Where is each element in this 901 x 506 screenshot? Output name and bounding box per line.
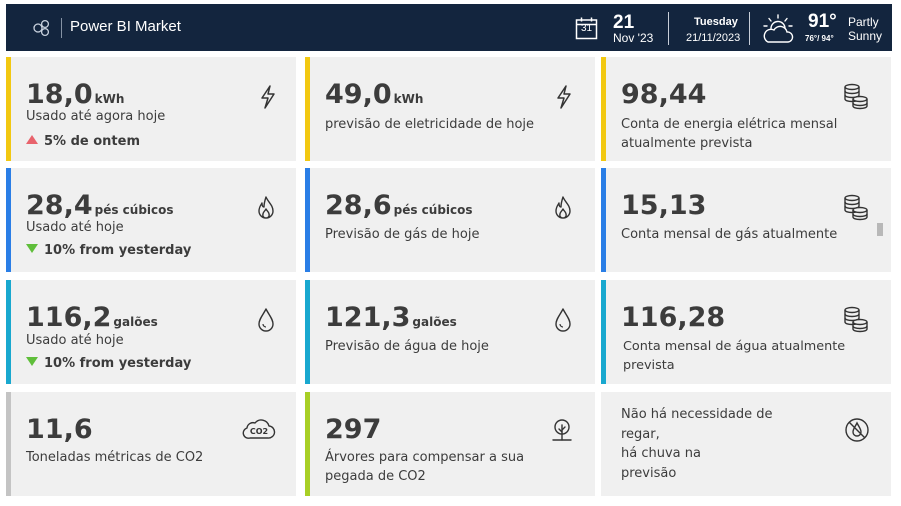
card-gas-used[interactable]: 28,4 pés cúbicos Usado até hoje 10% from …: [6, 168, 296, 272]
kpi-label: Previsão de água de hoje: [325, 339, 489, 354]
full-date: 21/11/2023: [686, 32, 741, 44]
header-divider: [668, 12, 669, 45]
brand-title: Power BI Market: [70, 18, 181, 35]
card-electricity-bill[interactable]: 98,44 Conta de energia elétrica mensal at…: [601, 57, 891, 161]
kpi-value: 49,0 kWh: [325, 79, 424, 110]
kpi-value: 116,2 galões: [26, 302, 158, 333]
accent-bar: [601, 57, 606, 161]
co2-cloud-icon: CO2: [242, 419, 276, 439]
accent-bar: [6, 280, 11, 384]
kpi-value: 121,3 galões: [325, 302, 457, 333]
kpi-value: 297: [325, 414, 382, 445]
trend-indicator: 10% from yesterday: [26, 243, 191, 258]
water-drop-icon: [258, 308, 274, 332]
scrollbar-thumb[interactable]: [877, 223, 883, 236]
coins-icon: [844, 194, 868, 221]
lightning-icon: [261, 85, 275, 109]
accent-bar: [601, 168, 606, 272]
accent-bar: [6, 392, 11, 496]
no-water-icon: [845, 418, 869, 442]
card-water-forecast[interactable]: 121,3 galões Previsão de água de hoje: [305, 280, 595, 384]
kpi-unit: galões: [113, 315, 158, 329]
card-water-bill[interactable]: 116,28 Conta mensal de água atualmente p…: [601, 280, 891, 384]
date-day: 21: [613, 12, 635, 33]
kpi-label: Previsão de gás de hoje: [325, 227, 480, 242]
kpi-label: Usado até hoje: [26, 220, 124, 235]
kpi-unit: galões: [412, 315, 457, 329]
kpi-value: 28,6 pés cúbicos: [325, 190, 473, 221]
trend-down-icon: [26, 357, 38, 366]
kpi-label: Usado até hoje: [26, 333, 124, 348]
weekday: Tuesday: [694, 16, 738, 28]
trend-up-icon: [26, 135, 38, 144]
temperature-range: 76°/ 94°: [805, 34, 834, 43]
accent-bar: [601, 280, 606, 384]
card-electricity-used[interactable]: 18,0 kWh Usado até agora hoje 5% de ontem: [6, 57, 296, 161]
accent-bar: [305, 280, 310, 384]
coins-icon: [844, 306, 868, 333]
kpi-unit: pés cúbicos: [393, 203, 473, 217]
kpi-value: 28,4 pés cúbicos: [26, 190, 174, 221]
calendar-icon-number: 31: [580, 23, 593, 34]
water-drop-icon: [555, 308, 571, 332]
weather-condition-line: Partly: [848, 15, 879, 29]
accent-bar: [305, 168, 310, 272]
card-electricity-forecast[interactable]: 49,0 kWh previsão de eletricidade de hoje: [305, 57, 595, 161]
kpi-label: Toneladas métricas de CO2: [26, 450, 204, 465]
header-divider: [749, 12, 750, 45]
trend-indicator: 10% from yesterday: [26, 356, 191, 371]
accent-bar: [305, 392, 310, 496]
card-irrigation[interactable]: Não há necessidade de regar, há chuva na…: [601, 392, 891, 496]
card-co2[interactable]: 11,6 Toneladas métricas de CO2 CO2: [6, 392, 296, 496]
card-water-used[interactable]: 116,2 galões Usado até hoje 10% from yest…: [6, 280, 296, 384]
kpi-label: Usado até agora hoje: [26, 109, 166, 124]
lightning-icon: [557, 85, 571, 109]
co2-icon-text: CO2: [250, 427, 268, 436]
brand-divider: [61, 18, 62, 38]
tree-icon: [552, 419, 572, 441]
date-month: Nov '23: [613, 31, 654, 45]
accent-bar: [305, 57, 310, 161]
kpi-value: 98,44: [621, 79, 707, 110]
flame-icon: [555, 196, 571, 219]
trend-indicator: 5% de ontem: [26, 134, 140, 149]
card-gas-forecast[interactable]: 28,6 pés cúbicos Previsão de gás de hoje: [305, 168, 595, 272]
kpi-label: previsão de eletricidade de hoje: [325, 117, 535, 132]
kpi-value: 18,0 kWh: [26, 79, 125, 110]
kpi-label: Árvores para compensar a sua pegada de CO…: [325, 450, 525, 484]
kpi-value: 11,6: [26, 414, 93, 445]
kpi-label: Conta mensal de água atualmente prevista: [623, 339, 846, 373]
temperature: 91°: [808, 11, 837, 32]
card-trees[interactable]: 297 Árvores para compensar a sua pegada d…: [305, 392, 595, 496]
accent-bar: [6, 57, 11, 161]
coins-icon: [844, 83, 868, 110]
trend-down-icon: [26, 244, 38, 253]
top-header: Power BI Market 31 21 Nov '23 Tuesday 21…: [6, 4, 892, 51]
flame-icon: [258, 196, 274, 219]
calendar-icon: [575, 17, 598, 40]
partly-sunny-icon: [763, 14, 794, 43]
kpi-unit: pés cúbicos: [94, 203, 174, 217]
weather-condition: Partly Sunny: [848, 15, 882, 43]
card-gas-bill[interactable]: 15,13 Conta mensal de gás atualmente: [601, 168, 891, 272]
power-bi-market-logo-icon: [33, 19, 50, 37]
kpi-unit: kWh: [94, 92, 125, 106]
weather-condition-line: Sunny: [848, 29, 883, 43]
irrigation-note: Não há necessidade de regar, há chuva na…: [621, 407, 773, 481]
accent-bar: [6, 168, 11, 272]
kpi-value: 15,13: [621, 190, 707, 221]
kpi-value: 116,28: [621, 302, 726, 333]
kpi-unit: kWh: [393, 92, 424, 106]
kpi-label: Conta mensal de gás atualmente: [621, 227, 838, 242]
kpi-label: Conta de energia elétrica mensal atualmen…: [621, 117, 838, 151]
